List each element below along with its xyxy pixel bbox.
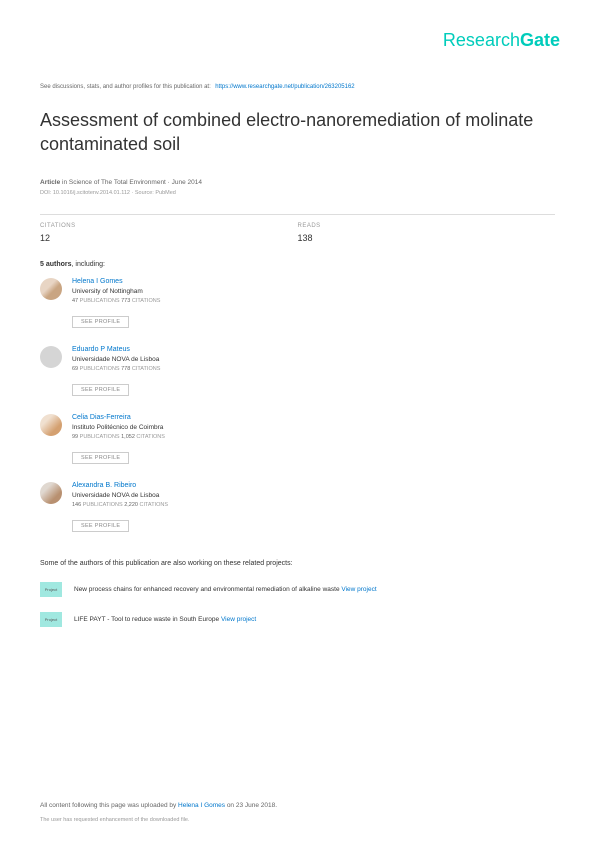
article-type: Article [40,179,60,186]
doi-line: DOI: 10.1016/j.scitotenv.2014.01.112 · S… [40,190,555,196]
author-affiliation: University of Nottingham [72,288,298,295]
footer-upload-line: All content following this page was uplo… [40,802,277,809]
author-name-link[interactable]: Eduardo P Mateus [72,346,298,353]
top-note-row: See discussions, stats, and author profi… [40,75,555,93]
author-affiliation: Instituto Politécnico de Coimbra [72,424,298,431]
project-icon: Project [40,582,62,597]
see-profile-button[interactable]: SEE PROFILE [72,452,129,464]
author-stats: 99 PUBLICATIONS 1,052 CITATIONS [72,434,298,440]
author-stats: 146 PUBLICATIONS 2,220 CITATIONS [72,502,298,508]
footer-uploader-link[interactable]: Helena I Gomes [178,802,225,809]
author-avatar[interactable] [40,278,62,300]
author-affiliation: Universidade NOVA de Lisboa [72,356,298,363]
author-avatar[interactable] [40,482,62,504]
author-name-link[interactable]: Celia Dias-Ferreira [72,414,298,421]
top-note: See discussions, stats, and author profi… [40,84,211,90]
logo-part2: Gate [520,30,560,50]
citations-block: CITATIONS 12 [40,223,298,243]
researchgate-logo: ResearchGate [443,30,560,51]
page-content: See discussions, stats, and author profi… [0,0,595,627]
author-card: Eduardo P Mateus Universidade NOVA de Lis… [40,346,298,396]
reads-value: 138 [298,233,556,243]
author-name-link[interactable]: Helena I Gomes [72,278,298,285]
project-text: LIFE PAYT - Tool to reduce waste in Sout… [74,616,256,623]
project-row: Project New process chains for enhanced r… [40,582,555,597]
projects-header: Some of the authors of this publication … [40,560,555,567]
author-affiliation: Universidade NOVA de Lisboa [72,492,298,499]
footer: All content following this page was uplo… [40,802,277,823]
logo-part1: Research [443,30,520,50]
view-project-link[interactable]: View project [341,586,376,593]
author-card: Celia Dias-Ferreira Instituto Politécnico… [40,414,298,464]
author-avatar[interactable] [40,346,62,368]
article-journal: Science of The Total Environment · June … [69,179,202,186]
author-avatar[interactable] [40,414,62,436]
see-profile-button[interactable]: SEE PROFILE [72,316,129,328]
author-details: Eduardo P Mateus Universidade NOVA de Lis… [72,346,298,396]
article-in: in [60,179,69,186]
see-profile-button[interactable]: SEE PROFILE [72,384,129,396]
author-stats: 69 PUBLICATIONS 778 CITATIONS [72,366,298,372]
authors-count: 5 authors [40,261,72,268]
author-name-link[interactable]: Alexandra B. Ribeiro [72,482,298,489]
publication-link[interactable]: https://www.researchgate.net/publication… [215,84,354,90]
authors-header: 5 authors, including: [40,261,555,268]
citations-value: 12 [40,233,298,243]
author-details: Celia Dias-Ferreira Instituto Politécnico… [72,414,298,464]
paper-title: Assessment of combined electro-nanoremed… [40,108,555,157]
reads-block: READS 138 [298,223,556,243]
projects-list: Project New process chains for enhanced r… [40,582,555,627]
article-meta: Article in Science of The Total Environm… [40,179,555,186]
authors-grid: Helena I Gomes University of Nottingham 47… [40,278,555,550]
project-row: Project LIFE PAYT - Tool to reduce waste … [40,612,555,627]
footer-date: on 23 June 2018. [225,802,277,809]
authors-including: , including: [72,261,105,268]
project-icon: Project [40,612,62,627]
author-card: Alexandra B. Ribeiro Universidade NOVA de… [40,482,298,532]
author-details: Alexandra B. Ribeiro Universidade NOVA de… [72,482,298,532]
view-project-link[interactable]: View project [221,616,256,623]
footer-note: The user has requested enhancement of th… [40,817,277,823]
author-stats: 47 PUBLICATIONS 773 CITATIONS [72,298,298,304]
citations-label: CITATIONS [40,223,298,229]
stats-row: CITATIONS 12 READS 138 [40,214,555,243]
see-profile-button[interactable]: SEE PROFILE [72,520,129,532]
reads-label: READS [298,223,556,229]
author-details: Helena I Gomes University of Nottingham 47… [72,278,298,328]
footer-prefix: All content following this page was uplo… [40,802,178,809]
project-text: New process chains for enhanced recovery… [74,586,377,593]
author-card: Helena I Gomes University of Nottingham 47… [40,278,298,328]
